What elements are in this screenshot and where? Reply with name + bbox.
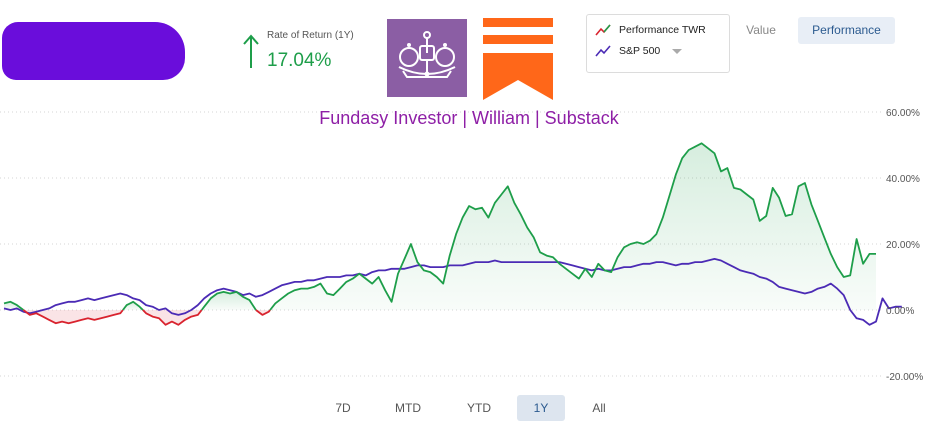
y-tick-label: 20.00% [886, 240, 920, 251]
timeframe-1y-button[interactable]: 1Y [517, 395, 565, 421]
series-line-portfolio-positive [3, 300, 24, 311]
substack-logo-icon [483, 18, 553, 100]
performance-chart: -20.00% 0.00% 20.00% 40.00% 60.00% [0, 108, 923, 383]
legend-line-icon [595, 45, 611, 57]
chevron-down-icon[interactable] [672, 48, 683, 54]
series-line-portfolio-positive [269, 142, 876, 311]
y-tick-label: 60.00% [886, 108, 920, 119]
timeframe-mtd-button[interactable]: MTD [395, 401, 421, 415]
rate-of-return-value: 17.04% [267, 50, 332, 71]
legend-item-portfolio[interactable]: Performance TWR [595, 22, 706, 38]
timeframe-all-button[interactable]: All [592, 401, 606, 415]
series-line-portfolio-positive [200, 291, 257, 311]
legend-item-benchmark[interactable]: S&P 500 [595, 43, 683, 59]
portfolio-area-positive [122, 301, 143, 310]
value-toggle-button[interactable]: Value [746, 23, 776, 37]
legend-label-portfolio: Performance TWR [619, 24, 706, 36]
series-line-portfolio-negative [22, 309, 124, 325]
series-line-portfolio-negative [142, 309, 203, 326]
y-tick-label: 40.00% [886, 174, 920, 185]
series-line-sp500 [3, 258, 902, 326]
redacted-portfolio-name [2, 22, 185, 80]
timeframe-ytd-button[interactable]: YTD [467, 401, 491, 415]
chart-legend: Performance TWR S&P 500 [586, 14, 730, 73]
portfolio-area-negative [255, 310, 271, 315]
timeframe-7d-button[interactable]: 7D [335, 401, 351, 415]
performance-toggle-button[interactable]: Performance [798, 17, 895, 44]
series-line-portfolio-negative [255, 309, 271, 316]
crown-logo-icon [387, 19, 467, 97]
legend-line-icon [595, 24, 611, 36]
rate-of-return-label: Rate of Return (1Y) [267, 30, 354, 41]
legend-label-benchmark: S&P 500 [619, 45, 661, 57]
chart-title: Fundasy Investor | William | Substack [319, 108, 619, 128]
portfolio-area-negative [23, 310, 123, 324]
y-tick-label: -20.00% [886, 372, 923, 383]
y-tick-label: 0.00% [886, 306, 914, 317]
portfolio-area-positive [270, 143, 877, 310]
up-arrow-icon [243, 34, 259, 68]
series-line-portfolio-positive [122, 300, 144, 311]
portfolio-area-positive [4, 301, 24, 310]
portfolio-area-negative [142, 310, 202, 325]
